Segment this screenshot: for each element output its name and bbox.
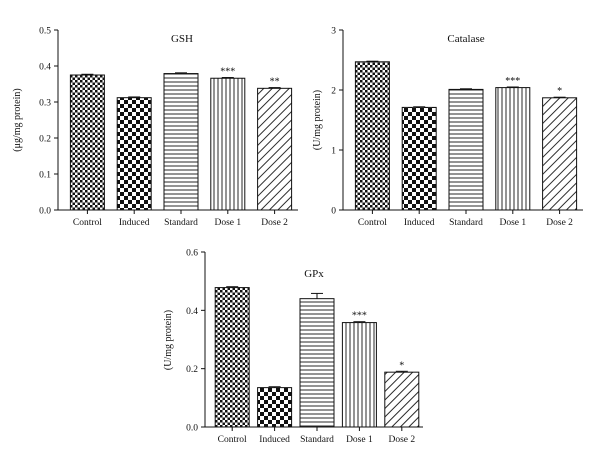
significance-label: *** [220, 67, 235, 78]
x-tick-label: Induced [259, 435, 290, 445]
y-tick-label: 0.0 [39, 207, 51, 217]
significance-label: * [399, 360, 404, 371]
bar-standard [163, 73, 199, 211]
y-axis-label: (μg/mg protein) [12, 88, 23, 151]
x-tick-label: Induced [119, 218, 150, 228]
y-tick-label: 0.6 [186, 249, 198, 259]
x-tick-label: Dose 2 [261, 218, 288, 228]
bar-induced [116, 97, 152, 211]
significance-label: ** [270, 77, 280, 88]
bar-standard [448, 88, 484, 211]
x-tick-label: Control [358, 218, 387, 228]
bar-standard [299, 298, 335, 428]
bar-dose-1 [495, 87, 531, 211]
bar-induced [401, 106, 437, 211]
x-tick-label: Standard [449, 218, 483, 228]
chart-gpx: GPx (U/mg protein) 0.0 0.2 0.4 0.6 Control In… [163, 249, 423, 445]
significance-label: *** [352, 311, 367, 322]
bar-control [214, 287, 250, 428]
chart-title: GSH [171, 33, 193, 45]
bar-dose-2 [384, 371, 420, 428]
bar-dose-2 [257, 87, 293, 211]
y-axis-label: (U/mg protein) [163, 310, 174, 370]
x-tick-label: Dose 1 [214, 218, 241, 228]
x-tick-label: Dose 2 [388, 435, 415, 445]
y-tick-label: 0.4 [186, 307, 198, 317]
y-axis-label: (U/mg protein) [312, 90, 323, 150]
significance-label: * [557, 86, 562, 97]
x-tick-label: Induced [404, 218, 435, 228]
x-tick-label: Standard [300, 435, 334, 445]
chart-gsh: GSH (μg/mg protein) 0.0 0.1 0.2 0.3 0.4 0.5 Co… [12, 27, 298, 228]
bar-dose-2 [542, 97, 578, 211]
y-tick-label: 1 [331, 147, 336, 157]
significance-label: *** [505, 76, 520, 87]
x-tick-label: Standard [164, 218, 198, 228]
y-tick-label: 0.0 [186, 424, 198, 434]
y-tick-label: 0.1 [39, 171, 51, 181]
y-tick-label: 0.4 [39, 63, 51, 73]
y-tick-label: 0.2 [186, 365, 198, 375]
y-tick-label: 0.2 [39, 135, 51, 145]
bar-induced [257, 387, 293, 428]
bar-control [69, 74, 105, 211]
bar-dose-1 [210, 77, 246, 211]
y-tick-label: 3 [331, 27, 336, 37]
bar-dose-1 [341, 322, 377, 428]
x-tick-label: Control [73, 218, 102, 228]
x-tick-label: Control [218, 435, 247, 445]
x-tick-label: Dose 1 [499, 218, 526, 228]
chart-catalase: Catalase (U/mg protein) 0 1 2 3 Control Induc… [312, 27, 583, 228]
y-tick-label: 0 [331, 207, 336, 217]
chart-title: Catalase [447, 33, 484, 45]
x-tick-label: Dose 2 [546, 218, 573, 228]
x-tick-label: Dose 1 [346, 435, 373, 445]
bar-control [354, 61, 390, 211]
y-tick-label: 0.3 [39, 99, 51, 109]
chart-title: GPx [304, 268, 324, 280]
y-tick-label: 2 [331, 87, 336, 97]
y-tick-label: 0.5 [39, 27, 51, 37]
